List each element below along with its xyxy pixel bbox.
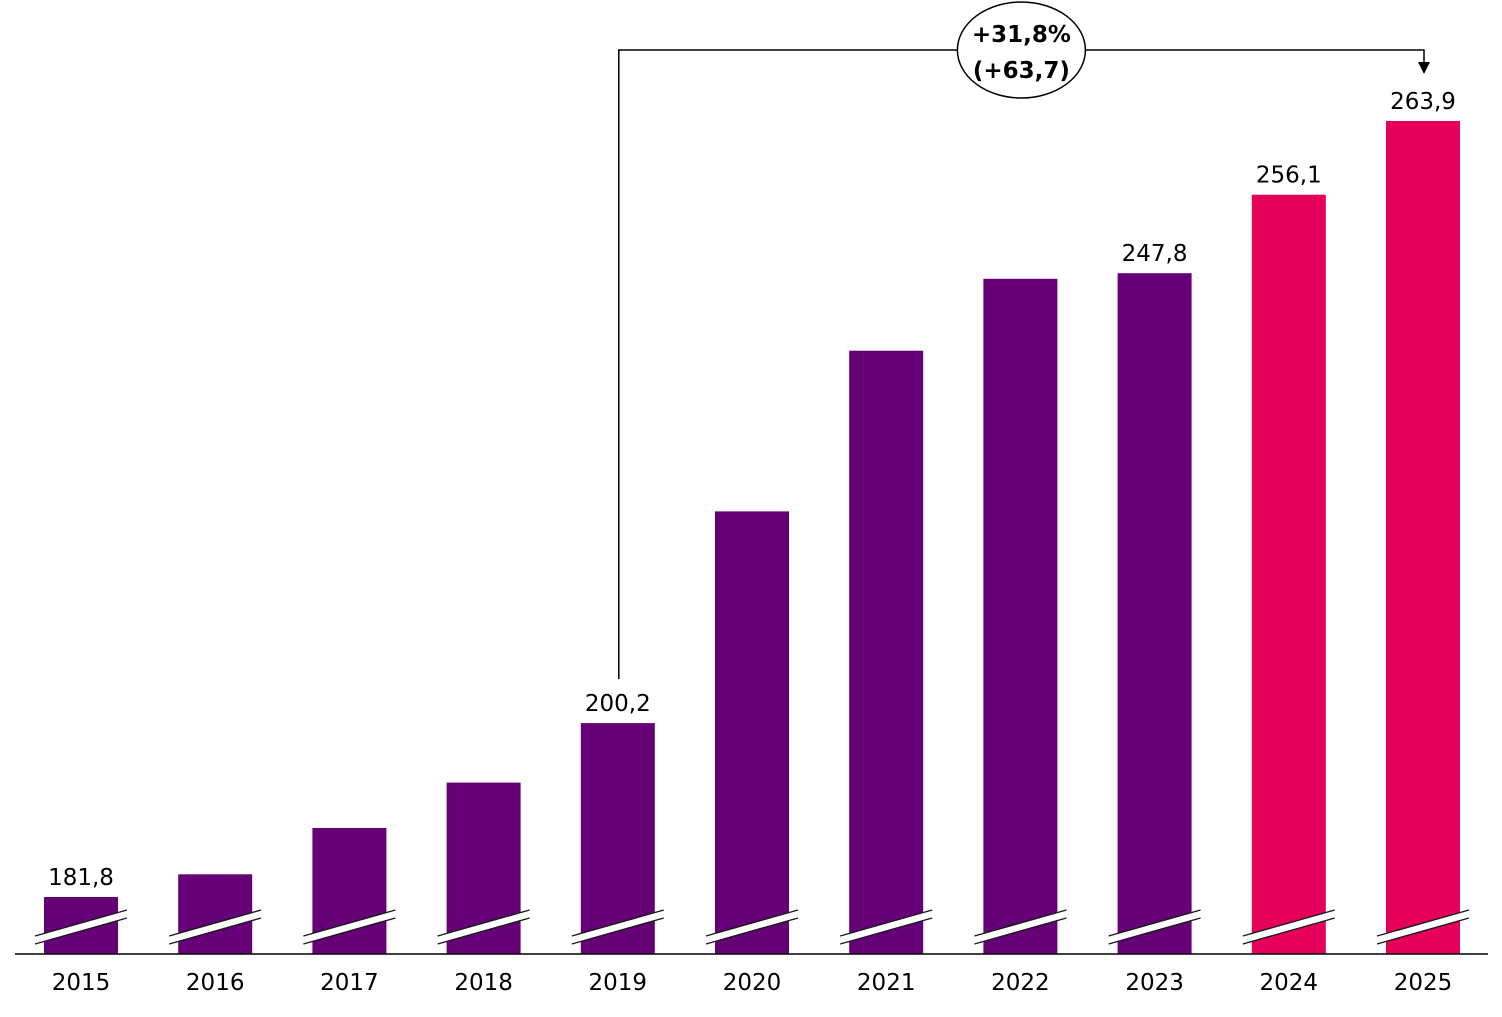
value-label-2015: 181,8 [48,865,114,891]
growth-absolute-text: (+63,7) [973,58,1070,84]
bar-2025 [1386,121,1460,954]
x-tick-2023: 2023 [1125,970,1184,996]
x-tick-2016: 2016 [186,970,245,996]
x-tick-2025: 2025 [1394,970,1453,996]
axis-break-2017 [303,909,396,945]
growth-bubble [956,1,1087,99]
value-labels: 181,8 200,2 247,8 256,1 263,9 [48,89,1456,891]
value-label-2019: 200,2 [585,691,651,717]
bar-2022 [983,278,1058,954]
growth-annotation: +31,8% (+63,7) [618,1,1430,680]
growth-arrowhead [1418,62,1430,74]
axis-break-2019 [571,909,664,945]
axis-break-2024 [1242,909,1335,945]
value-label-2025: 263,9 [1390,89,1456,115]
axis-break-2022 [974,909,1067,945]
axis-break-2016 [169,909,262,945]
bar-2024 [1251,194,1326,954]
bars-layer [44,121,1460,954]
bar-2020 [715,511,789,954]
x-tick-2020: 2020 [723,970,782,996]
x-tick-2022: 2022 [991,970,1050,996]
bar-2023 [1117,273,1192,954]
axis-break-2018 [437,909,530,945]
bar-2016 [178,874,253,954]
axis-break-2015 [34,909,128,945]
growth-percent-text: +31,8% [972,22,1071,48]
axis-break-2021 [840,909,933,945]
axis-break-marks [34,909,1470,945]
x-tick-labels: 2015 2016 2017 2018 2019 2020 2021 2022 2023 2024… [52,970,1453,996]
x-tick-2019: 2019 [589,970,648,996]
axis-break-2020 [705,909,799,945]
value-label-2023: 247,8 [1122,241,1188,267]
x-tick-2018: 2018 [454,970,513,996]
axis-break-2025 [1376,909,1470,945]
x-tick-2017: 2017 [320,970,379,996]
value-label-2024: 256,1 [1256,163,1322,189]
bar-2021 [849,350,924,954]
x-tick-2015: 2015 [52,970,111,996]
x-tick-2024: 2024 [1260,970,1319,996]
x-tick-2021: 2021 [857,970,916,996]
axis-break-2023 [1108,909,1201,945]
